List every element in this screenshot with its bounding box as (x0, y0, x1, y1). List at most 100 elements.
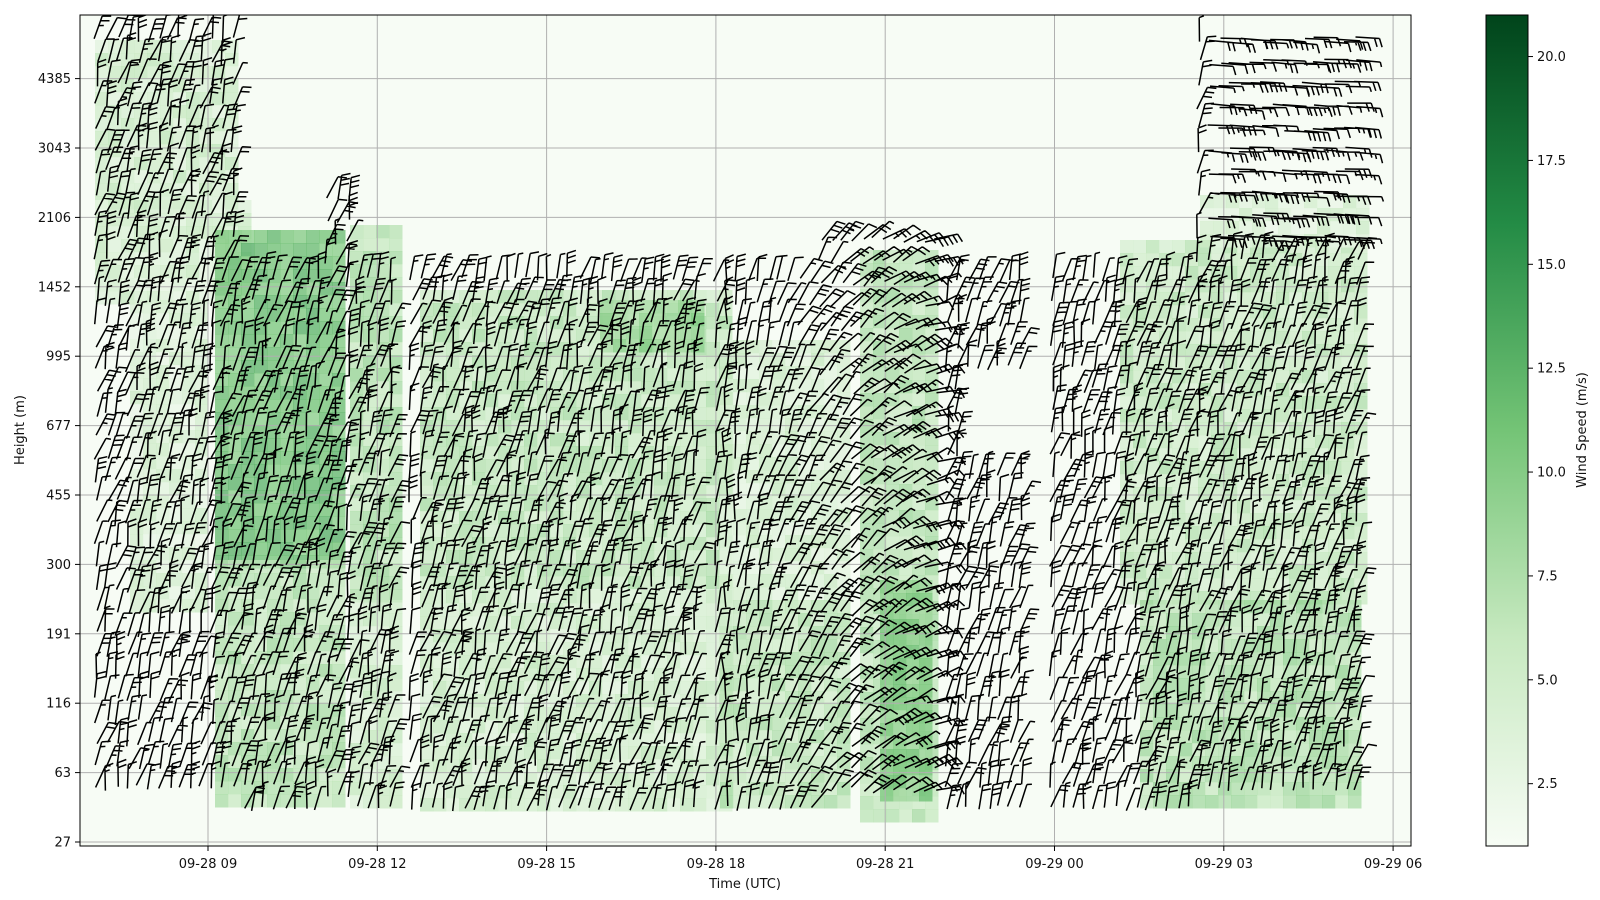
heat-cell (1140, 769, 1154, 783)
heat-cell (706, 329, 720, 343)
heat-cell (1231, 795, 1245, 809)
heat-cell (667, 537, 681, 551)
heat-cell (1315, 422, 1329, 436)
heat-cell (472, 511, 486, 525)
heat-cell (182, 586, 196, 600)
heat-cell (420, 290, 434, 304)
heat-cell (195, 417, 209, 431)
heat-cell (376, 420, 390, 434)
heat-cell (459, 472, 473, 486)
heat-cell (169, 547, 183, 561)
heat-cell (824, 496, 838, 510)
heat-cell (576, 303, 590, 317)
heat-cell (280, 677, 294, 691)
heat-cell (563, 668, 577, 682)
heat-cell (363, 251, 377, 265)
heat-cell (228, 794, 242, 808)
heat-cell (1250, 396, 1264, 410)
heat-cell (706, 746, 720, 760)
colorbar-tick-label: 12.5 (1537, 362, 1566, 377)
heat-cell (1302, 409, 1316, 423)
heat-cell (1218, 639, 1232, 653)
heat-cell (680, 746, 694, 760)
y-tick-label: 1452 (38, 280, 71, 295)
heat-cell (1172, 240, 1186, 254)
heat-cell (389, 329, 403, 343)
heat-cell (186, 183, 200, 197)
heat-cell (319, 373, 333, 387)
heat-cell (332, 425, 346, 439)
heat-cell (254, 490, 268, 504)
x-tick-label: 09-29 00 (1025, 857, 1083, 872)
heat-cell (160, 40, 174, 54)
heat-cell (121, 213, 135, 227)
heat-cell (182, 313, 196, 327)
heat-cell (350, 704, 364, 718)
heat-cell (332, 599, 346, 613)
heat-cell (241, 768, 255, 782)
heat-cell (433, 655, 447, 669)
heat-cell (615, 563, 629, 577)
heat-cell (1120, 240, 1134, 254)
heat-cell (121, 92, 135, 106)
x-tick-label: 09-29 03 (1195, 857, 1253, 872)
heat-cell (215, 573, 229, 587)
heat-cell (306, 477, 320, 491)
heat-cell (319, 781, 333, 795)
heat-cell (350, 613, 364, 627)
heat-cell (706, 290, 720, 304)
heat-cell (1237, 552, 1251, 566)
heat-cell (121, 131, 135, 145)
heat-cell (389, 537, 403, 551)
heat-cell (293, 794, 307, 808)
heat-cell (280, 638, 294, 652)
heat-cell (215, 243, 229, 257)
heat-cell (1172, 344, 1186, 358)
heat-cell (837, 782, 851, 796)
heat-cell (182, 326, 196, 340)
heat-cell (134, 131, 148, 145)
heat-cell (860, 588, 874, 602)
heat-cell (108, 66, 122, 80)
y-axis-label: Height (m) (13, 395, 28, 465)
heat-cell (306, 425, 320, 439)
heat-cell (108, 213, 122, 227)
heat-cell (1328, 253, 1342, 267)
heat-cell (1153, 795, 1167, 809)
heat-cell (241, 425, 255, 439)
heat-cell (746, 678, 760, 692)
heat-cell (1185, 422, 1199, 436)
heat-cell (899, 809, 913, 823)
heat-cell (1276, 279, 1290, 293)
heat-cell (186, 40, 200, 54)
heat-cell (350, 524, 364, 538)
heat-cell (267, 282, 281, 296)
heat-cell (1185, 396, 1199, 410)
heat-cell (306, 243, 320, 257)
heat-cell (241, 664, 255, 678)
heat-cell (108, 291, 122, 305)
heat-cell (241, 651, 255, 665)
heat-cell (1120, 461, 1134, 475)
heat-cell (1283, 795, 1297, 809)
heat-cell (215, 781, 229, 795)
y-tick-label: 116 (46, 697, 71, 712)
heat-cell (524, 446, 538, 460)
heat-cell (1239, 208, 1253, 222)
heat-cell (720, 392, 734, 406)
heat-cell (376, 652, 390, 666)
heat-cell (706, 433, 720, 447)
heat-cell (293, 716, 307, 730)
heat-cell (241, 308, 255, 322)
heat-cell (241, 399, 255, 413)
heat-cell (350, 756, 364, 770)
heat-cell (241, 243, 255, 257)
heat-cell (215, 542, 229, 556)
heat-cell (350, 498, 364, 512)
heat-cell (182, 300, 196, 314)
heat-cell (293, 230, 307, 244)
heat-cell (267, 729, 281, 743)
heat-cell (267, 768, 281, 782)
heat-cell (485, 524, 499, 538)
